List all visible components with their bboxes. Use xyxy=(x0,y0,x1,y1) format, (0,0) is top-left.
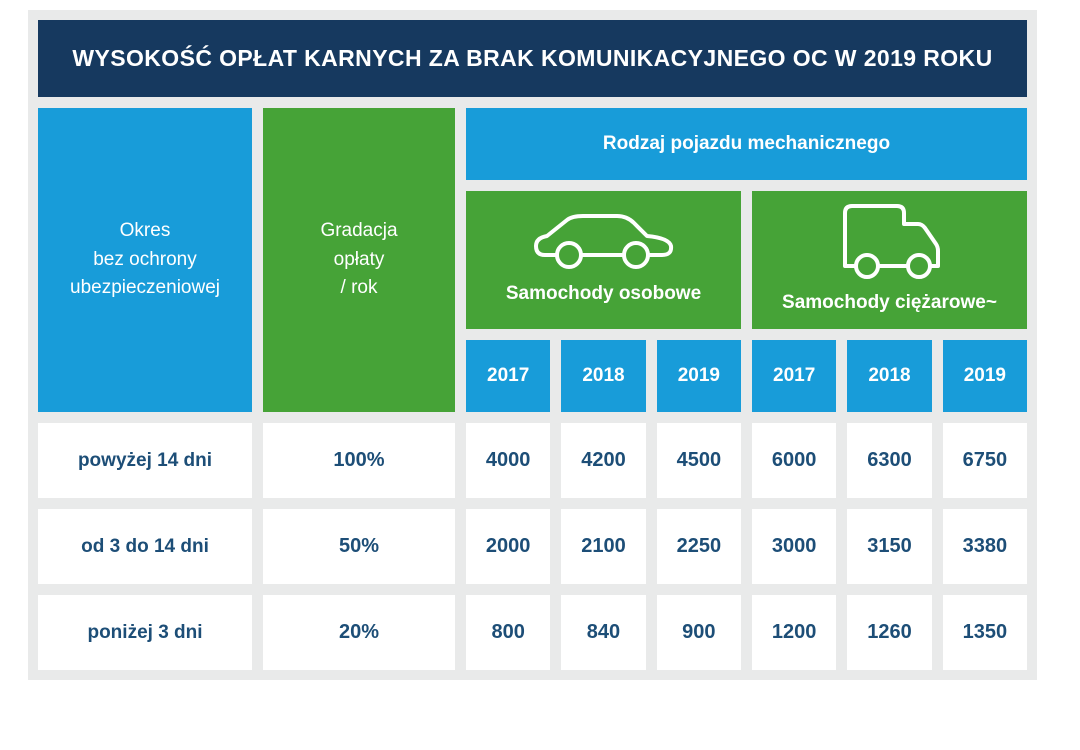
table-row-gradation: 100% xyxy=(263,423,455,498)
vehicle-group-passenger-cars: Samochody osobowe xyxy=(466,191,741,329)
table-cell-value: 4500 xyxy=(656,423,741,498)
table-cell-value: 1350 xyxy=(942,595,1027,670)
table-cell-value: 2000 xyxy=(466,509,551,584)
year-header-passenger-2019: 2019 xyxy=(656,340,741,412)
column-header-vehicle-type: Rodzaj pojazdu mechanicznego xyxy=(466,108,1027,180)
table-cell-value: 6000 xyxy=(752,423,837,498)
table-row-gradation: 50% xyxy=(263,509,455,584)
year-header-truck-2019: 2019 xyxy=(942,340,1027,412)
table-cell-value: 2250 xyxy=(656,509,741,584)
vehicle-group-trucks: Samochody ciężarowe~ xyxy=(752,191,1027,329)
table-row-period: powyżej 14 dni xyxy=(38,423,252,498)
truck-icon xyxy=(835,200,945,280)
column-header-gradation: Gradacja opłaty / rok xyxy=(263,108,455,412)
vehicle-group-label: Samochody osobowe xyxy=(505,283,702,304)
table-cell-value: 840 xyxy=(561,595,646,670)
table-cell-value: 3000 xyxy=(752,509,837,584)
table-cell-value: 4000 xyxy=(466,423,551,498)
year-header-passenger-2017: 2017 xyxy=(466,340,551,412)
year-header-truck-2017: 2017 xyxy=(752,340,837,412)
table-cell-value: 4200 xyxy=(561,423,646,498)
table-cell-value: 3380 xyxy=(942,509,1027,584)
table-row-period: poniżej 3 dni xyxy=(38,595,252,670)
table-cell-value: 800 xyxy=(466,595,551,670)
table-row-period: od 3 do 14 dni xyxy=(38,509,252,584)
page-title: WYSOKOŚĆ OPŁAT KARNYCH ZA BRAK KOMUNIKAC… xyxy=(38,20,1027,97)
table-row-gradation: 20% xyxy=(263,595,455,670)
table-cell-value: 1200 xyxy=(752,595,837,670)
year-header-passenger-2018: 2018 xyxy=(561,340,646,412)
table-cell-value: 1260 xyxy=(847,595,932,670)
table-cell-value: 6300 xyxy=(847,423,932,498)
year-header-truck-2018: 2018 xyxy=(847,340,932,412)
table-cell-value: 2100 xyxy=(561,509,646,584)
table-cell-value: 3150 xyxy=(847,509,932,584)
car-icon xyxy=(531,209,676,271)
table-cell-value: 6750 xyxy=(942,423,1027,498)
table-cell-value: 900 xyxy=(656,595,741,670)
column-header-period: Okres bez ochrony ubezpieczeniowej xyxy=(38,108,252,412)
penalty-fees-table: WYSOKOŚĆ OPŁAT KARNYCH ZA BRAK KOMUNIKAC… xyxy=(28,10,1037,680)
vehicle-group-label: Samochody ciężarowe~ xyxy=(782,292,997,313)
